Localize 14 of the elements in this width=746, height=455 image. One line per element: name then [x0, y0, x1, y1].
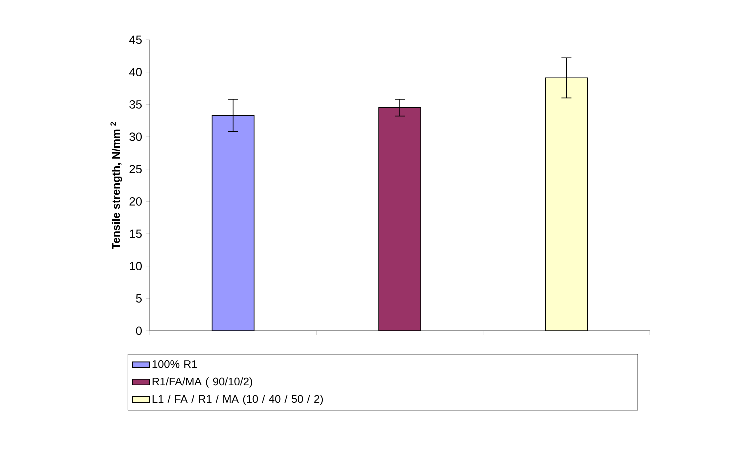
y-tick-label: 20	[130, 197, 142, 206]
legend-label: R1/FA/MA ( 90/10/2)	[152, 378, 252, 388]
y-tick-label: 35	[130, 100, 142, 109]
y-tick-label: 25	[130, 165, 142, 174]
y-axis-title: Tensile strength, N/mm $^{2}$	[110, 122, 122, 250]
y-tick-label: 5	[136, 294, 142, 303]
y-tick-label: 40	[129, 68, 142, 77]
legend-label: 100% R1	[152, 360, 198, 368]
y-tick-label: 30	[130, 132, 142, 142]
y-tick-label: 10	[130, 262, 142, 271]
y-tick-label: 0	[136, 326, 142, 336]
y-tick-label: 45	[129, 36, 142, 44]
y-tick-label: 15	[130, 230, 142, 238]
legend-label: L1 / FA / R1 / MA (10 / 40 / 50 / 2)	[152, 395, 324, 406]
